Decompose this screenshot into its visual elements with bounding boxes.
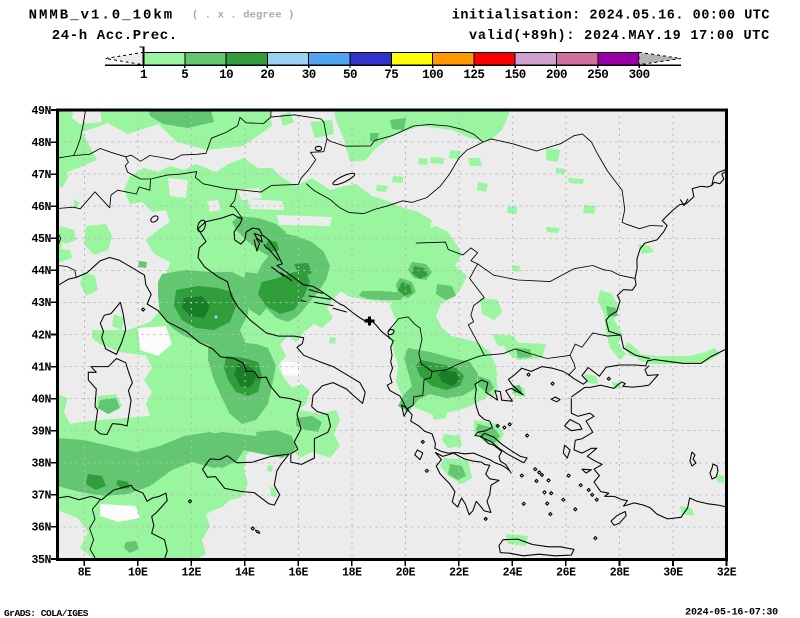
svg-text:24-h Acc.Prec.: 24-h Acc.Prec. bbox=[52, 28, 178, 44]
svg-text:18E: 18E bbox=[342, 567, 362, 580]
svg-text:75: 75 bbox=[384, 68, 398, 82]
svg-text:NMMB_v1.0_10km: NMMB_v1.0_10km bbox=[29, 8, 175, 24]
svg-text:GrADS: COLA/IGES: GrADS: COLA/IGES bbox=[4, 608, 89, 618]
svg-text:300: 300 bbox=[629, 68, 650, 82]
svg-text:20: 20 bbox=[260, 68, 274, 82]
svg-text:28E: 28E bbox=[610, 567, 630, 580]
svg-text:43N: 43N bbox=[31, 297, 51, 310]
svg-text:24E: 24E bbox=[503, 567, 523, 580]
svg-text:22E: 22E bbox=[449, 567, 469, 580]
svg-text:45N: 45N bbox=[31, 233, 51, 246]
svg-text:valid(+89h): 2024.MAY.19 17:00: valid(+89h): 2024.MAY.19 17:00 UTC bbox=[469, 29, 770, 44]
svg-text:100: 100 bbox=[422, 68, 443, 82]
svg-text:47N: 47N bbox=[31, 169, 51, 182]
svg-text:200: 200 bbox=[546, 68, 567, 82]
svg-text:37N: 37N bbox=[31, 490, 51, 503]
svg-text:250: 250 bbox=[587, 68, 608, 82]
svg-text:2024-05-16-07:30: 2024-05-16-07:30 bbox=[685, 608, 778, 618]
svg-text:10E: 10E bbox=[128, 567, 148, 580]
svg-text:8E: 8E bbox=[78, 567, 92, 580]
svg-text:38N: 38N bbox=[31, 458, 51, 471]
svg-text:30: 30 bbox=[302, 68, 316, 82]
svg-text:initialisation: 2024.05.16. 0: initialisation: 2024.05.16. 00:00 UTC bbox=[452, 9, 770, 24]
svg-text:26E: 26E bbox=[556, 567, 576, 580]
svg-text:39N: 39N bbox=[31, 426, 51, 439]
svg-text:150: 150 bbox=[505, 68, 526, 82]
svg-text:50: 50 bbox=[343, 68, 357, 82]
svg-text:30E: 30E bbox=[663, 567, 683, 580]
svg-text:10: 10 bbox=[219, 68, 233, 82]
svg-text:16E: 16E bbox=[289, 567, 309, 580]
svg-text:35N: 35N bbox=[31, 554, 51, 567]
svg-text:36N: 36N bbox=[31, 522, 51, 535]
svg-text:48N: 48N bbox=[31, 137, 51, 150]
svg-text:12E: 12E bbox=[182, 567, 202, 580]
svg-text:( . x . degree ): ( . x . degree ) bbox=[192, 10, 294, 22]
svg-text:14E: 14E bbox=[235, 567, 255, 580]
svg-text:46N: 46N bbox=[31, 201, 51, 214]
svg-text:44N: 44N bbox=[31, 265, 51, 278]
svg-text:40N: 40N bbox=[31, 393, 51, 406]
svg-text:49N: 49N bbox=[31, 105, 51, 118]
svg-text:125: 125 bbox=[463, 68, 484, 82]
svg-text:32E: 32E bbox=[717, 567, 737, 580]
svg-text:20E: 20E bbox=[396, 567, 416, 580]
svg-text:5: 5 bbox=[181, 68, 188, 82]
svg-text:41N: 41N bbox=[31, 361, 51, 374]
svg-text:1: 1 bbox=[140, 68, 147, 82]
svg-text:42N: 42N bbox=[31, 329, 51, 342]
